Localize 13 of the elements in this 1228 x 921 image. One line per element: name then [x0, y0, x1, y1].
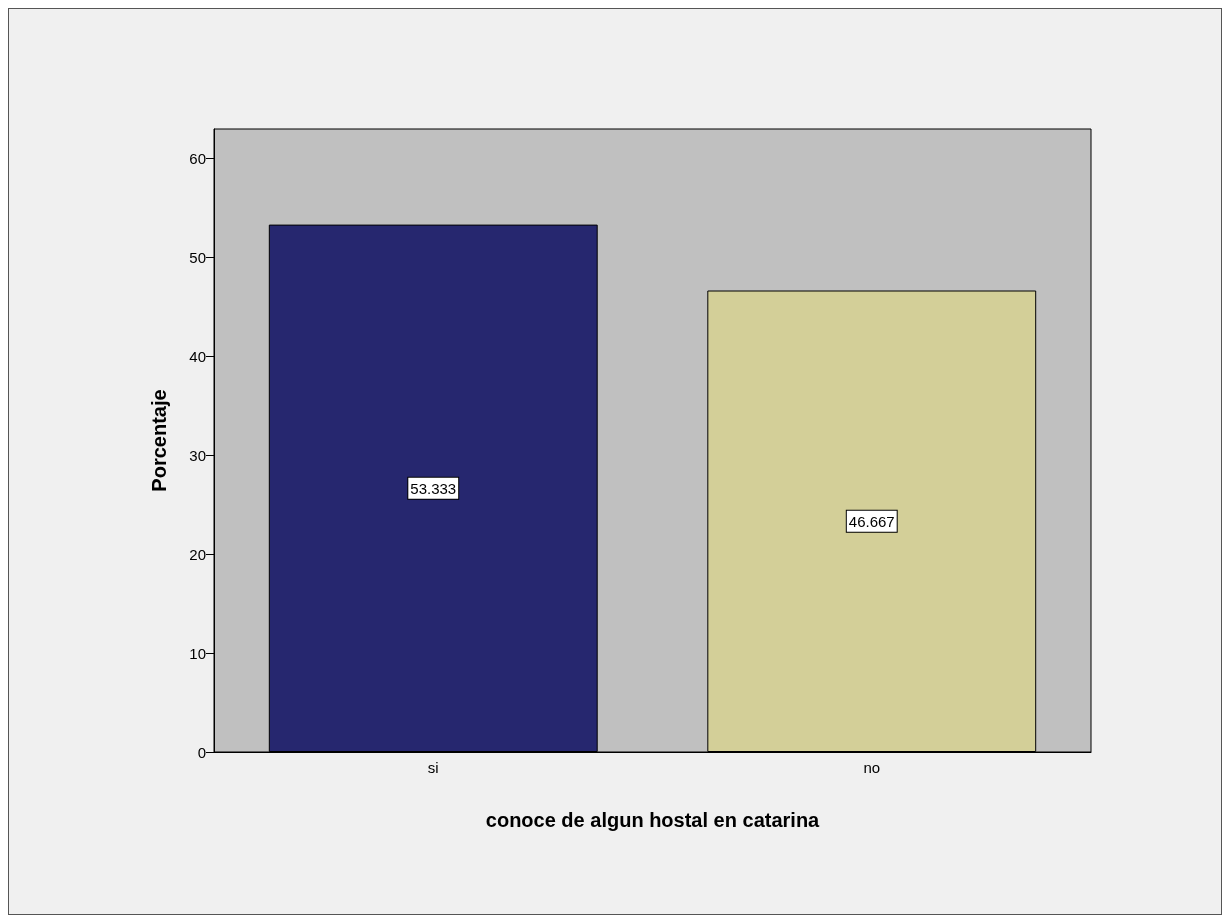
- data-label: 46.667: [848, 512, 895, 530]
- x-tick-label: si: [427, 759, 439, 776]
- y-tick-label: 60: [189, 150, 206, 168]
- y-tick-label: 30: [189, 446, 206, 464]
- x-axis-title: conoce de algun hostal en catarina: [485, 809, 821, 831]
- y-axis-title: Porcentaje: [148, 389, 170, 492]
- y-tick-label: 10: [189, 644, 206, 662]
- x-tick-label: no: [863, 759, 881, 776]
- data-label: 53.333: [410, 479, 457, 497]
- y-tick-label: 50: [189, 249, 206, 267]
- y-tick-label: 20: [189, 545, 206, 563]
- y-tick-label: 0: [197, 743, 206, 761]
- y-tick-label: 40: [189, 347, 206, 365]
